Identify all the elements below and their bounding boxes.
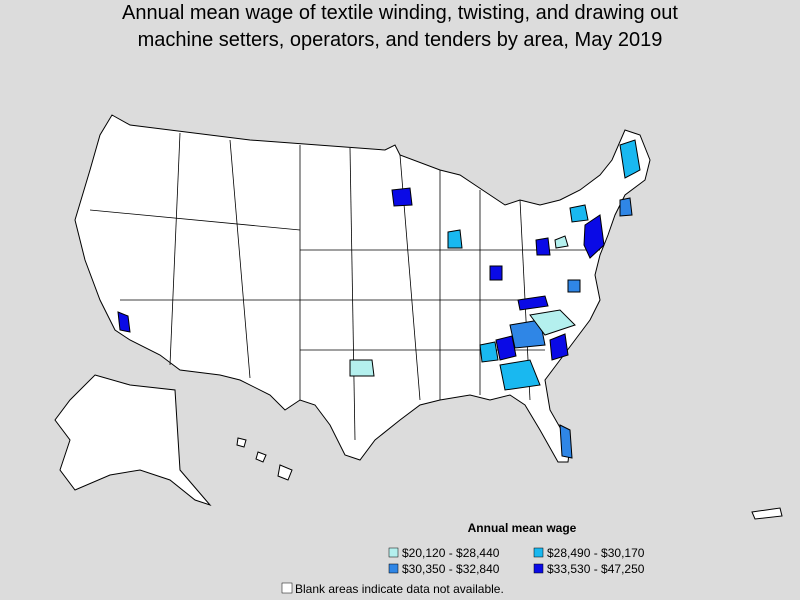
area (349, 359, 375, 377)
area (391, 187, 413, 207)
hawaii (277, 464, 293, 481)
legend-swatch (388, 547, 399, 558)
area (529, 309, 576, 336)
legend-label: $30,350 - $32,840 (402, 562, 500, 576)
note-swatch (281, 582, 293, 594)
area (509, 319, 546, 349)
area (517, 295, 549, 311)
map (54, 114, 783, 520)
area (495, 335, 517, 361)
area (117, 311, 131, 333)
area (535, 237, 551, 256)
legend-swatch (388, 563, 399, 574)
area (479, 341, 499, 363)
area (549, 333, 569, 361)
puerto-rico (751, 507, 783, 520)
boundary (229, 139, 251, 379)
legend-swatch (533, 563, 544, 574)
note: Blank areas indicate data not available. (295, 582, 504, 596)
boundary (89, 209, 301, 231)
legend: Annual mean wage $20,120 - $28,440 $28,49… (388, 521, 645, 576)
alaska (54, 374, 212, 507)
area (567, 279, 581, 293)
area (569, 204, 589, 223)
area (554, 235, 569, 249)
area (559, 424, 573, 459)
legend-title: Annual mean wage (468, 521, 577, 535)
boundary (349, 147, 356, 441)
boundary (169, 132, 181, 366)
legend-swatch (533, 547, 544, 558)
area (499, 359, 541, 391)
legend-label: $28,490 - $30,170 (547, 546, 645, 560)
area (583, 214, 605, 259)
area (619, 139, 641, 179)
title-line: Annual mean wage of textile winding, twi… (122, 2, 678, 24)
hawaii (255, 451, 267, 463)
title-line: machine setters, operators, and tenders … (138, 29, 663, 51)
area (489, 265, 503, 281)
area (619, 197, 633, 217)
area (447, 229, 463, 249)
legend-label: $33,530 - $47,250 (547, 562, 645, 576)
legend-label: $20,120 - $28,440 (402, 546, 500, 560)
hawaii (236, 437, 247, 448)
